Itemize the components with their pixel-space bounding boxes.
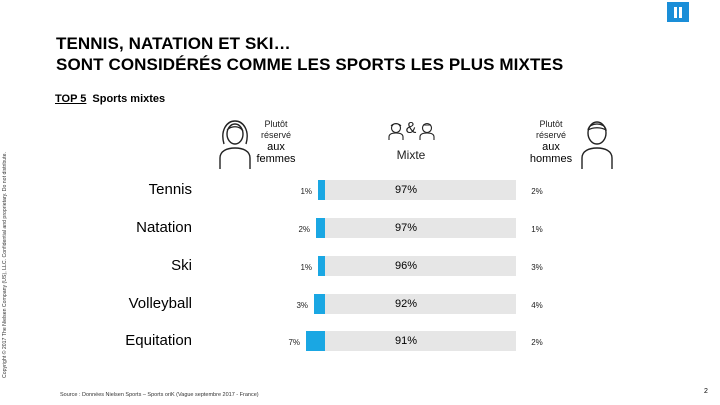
label-women: 1%: [300, 263, 312, 272]
bar-mixed-marker: [320, 180, 325, 200]
person-left-icon: [388, 122, 404, 140]
label-men: 4%: [531, 301, 543, 310]
bar-women: [316, 218, 320, 238]
source-note: Source : Données Nielsen Sports – Sports…: [60, 392, 259, 398]
bar-mixed-marker: [320, 218, 325, 238]
bar-mixed: [320, 218, 516, 238]
bar-women: [306, 331, 320, 351]
label-men: 1%: [531, 225, 543, 234]
label-women: 3%: [296, 301, 308, 310]
label-men: 3%: [531, 263, 543, 272]
label-mixed: 92%: [394, 298, 418, 310]
bar-mixed: [320, 180, 516, 200]
bar-mixed-marker: [320, 331, 325, 351]
bar-women: [318, 256, 320, 276]
label-mixed: 96%: [394, 260, 418, 272]
subtitle-text: Sports mixtes: [92, 93, 166, 105]
bar-mixed-marker: [320, 256, 325, 276]
bar-women: [314, 294, 320, 314]
col-head-women: Plutôt réservé aux femmes: [256, 119, 296, 165]
page-number: 2: [704, 388, 708, 395]
label-women: 2%: [298, 225, 310, 234]
label-women: 1%: [300, 187, 312, 196]
title-line-1: TENNIS, NATATION ET SKI…: [56, 34, 291, 53]
col-head-mixed: Mixte: [396, 148, 426, 162]
label-mixed: 91%: [394, 335, 418, 347]
bar-women: [318, 180, 320, 200]
label-women: 7%: [288, 338, 300, 347]
chart-subtitle: TOP 5 Sports mixtes: [55, 93, 165, 105]
subtitle-prefix: TOP 5: [55, 93, 87, 105]
copyright-note: Copyright © 2017 The Nielsen Company (US…: [2, 152, 8, 378]
category-label: Tennis: [148, 181, 192, 198]
label-men: 2%: [531, 187, 543, 196]
mixed-symbol: &: [405, 120, 417, 137]
bar-mixed: [320, 294, 516, 314]
label-mixed: 97%: [394, 184, 418, 196]
category-label: Equitation: [125, 332, 192, 349]
page-title: TENNIS, NATATION ET SKI… SONT CONSIDÉRÉS…: [56, 33, 563, 75]
title-line-2: SONT CONSIDÉRÉS COMME LES SPORTS LES PLU…: [56, 55, 564, 74]
category-label: Volleyball: [128, 295, 192, 312]
person-right-icon: [419, 122, 435, 140]
man-icon: [581, 121, 613, 169]
bar-mixed: [320, 331, 516, 351]
bar-mixed: [320, 256, 516, 276]
bar-mixed-marker: [320, 294, 325, 314]
label-men: 2%: [531, 338, 543, 347]
col-head-men: Plutôt réservé aux hommes: [529, 119, 573, 165]
nielsen-logo-icon: [667, 2, 689, 22]
category-label: Ski: [171, 257, 192, 274]
category-label: Natation: [136, 219, 192, 236]
label-mixed: 97%: [394, 222, 418, 234]
woman-icon: [219, 120, 251, 169]
